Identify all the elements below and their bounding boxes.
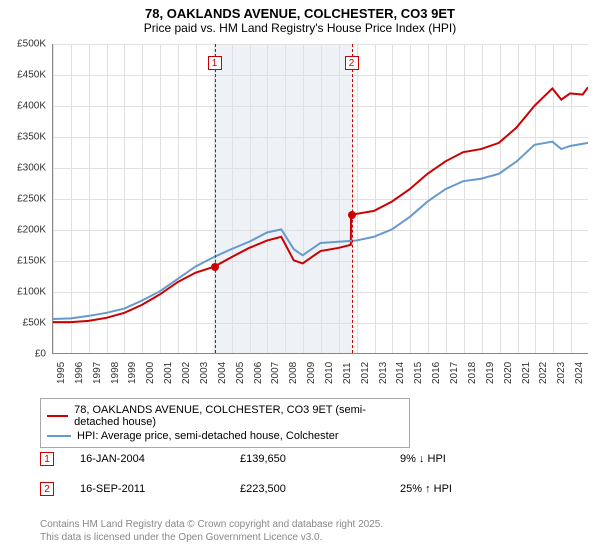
x-axis-label: 2016 — [431, 362, 442, 384]
x-axis-label: 2003 — [199, 362, 210, 384]
x-axis-label: 1996 — [74, 362, 85, 384]
plot-region: 12 — [52, 44, 588, 354]
x-axis-label: 2007 — [270, 362, 281, 384]
x-axis-label: 1999 — [127, 362, 138, 384]
footer-line: Contains HM Land Registry data © Crown c… — [40, 518, 383, 531]
marker-vline — [352, 44, 353, 353]
series-price-paid — [53, 87, 588, 322]
x-axis-label: 2002 — [181, 362, 192, 384]
y-axis-label: £400K — [8, 101, 50, 112]
legend-item-price: 78, OAKLANDS AVENUE, COLCHESTER, CO3 9ET… — [47, 403, 403, 429]
price-marker — [348, 211, 356, 219]
x-axis-label: 1995 — [56, 362, 67, 384]
x-axis-label: 2022 — [538, 362, 549, 384]
y-axis-label: £250K — [8, 194, 50, 205]
y-axis-label: £450K — [8, 70, 50, 81]
y-axis-label: £150K — [8, 256, 50, 267]
x-axis-label: 2000 — [145, 362, 156, 384]
transaction-price: £223,500 — [240, 483, 400, 495]
x-axis-label: 2021 — [521, 362, 532, 384]
transaction-delta: 25% ↑ HPI — [400, 483, 560, 495]
marker-flag: 2 — [345, 56, 359, 70]
x-axis-label: 2011 — [342, 362, 353, 384]
transaction-flag: 2 — [40, 482, 54, 496]
x-axis-label: 2012 — [360, 362, 371, 384]
x-axis-label: 1998 — [110, 362, 121, 384]
x-axis-label: 2015 — [413, 362, 424, 384]
legend: 78, OAKLANDS AVENUE, COLCHESTER, CO3 9ET… — [40, 398, 410, 448]
transaction-row: 2 16-SEP-2011 £223,500 25% ↑ HPI — [40, 482, 560, 496]
chart-title: 78, OAKLANDS AVENUE, COLCHESTER, CO3 9ET — [0, 0, 600, 21]
y-axis-label: £200K — [8, 225, 50, 236]
x-axis-label: 2006 — [253, 362, 264, 384]
line-chart-svg — [53, 44, 588, 353]
x-axis-label: 2013 — [378, 362, 389, 384]
legend-label: HPI: Average price, semi-detached house,… — [77, 430, 339, 442]
x-axis-label: 2017 — [449, 362, 460, 384]
x-axis-label: 2023 — [556, 362, 567, 384]
transaction-row: 1 16-JAN-2004 £139,650 9% ↓ HPI — [40, 452, 560, 466]
chart-area: £0 £50K £100K £150K £200K £250K £300K £350K £400… — [8, 44, 592, 384]
x-axis-label: 2010 — [324, 362, 335, 384]
footer-line: This data is licensed under the Open Gov… — [40, 531, 383, 544]
legend-label: 78, OAKLANDS AVENUE, COLCHESTER, CO3 9ET… — [74, 404, 403, 428]
y-axis-label: £300K — [8, 163, 50, 174]
y-axis-label: £50K — [8, 318, 50, 329]
legend-swatch — [47, 415, 68, 417]
transaction-flag: 1 — [40, 452, 54, 466]
x-axis-label: 2018 — [467, 362, 478, 384]
x-axis-label: 2008 — [288, 362, 299, 384]
legend-swatch — [47, 435, 71, 437]
x-axis-label: 2001 — [163, 362, 174, 384]
y-axis-label: £0 — [8, 349, 50, 360]
transaction-date: 16-SEP-2011 — [80, 483, 240, 495]
transaction-delta: 9% ↓ HPI — [400, 453, 560, 465]
x-axis-label: 2009 — [306, 362, 317, 384]
series-hpi — [53, 142, 588, 319]
legend-item-hpi: HPI: Average price, semi-detached house,… — [47, 429, 403, 443]
y-axis-label: £100K — [8, 287, 50, 298]
price-marker — [211, 263, 219, 271]
transaction-price: £139,650 — [240, 453, 400, 465]
x-axis-label: 2019 — [485, 362, 496, 384]
x-axis-label: 1997 — [92, 362, 103, 384]
y-axis-label: £350K — [8, 132, 50, 143]
x-axis-label: 2005 — [235, 362, 246, 384]
x-axis-label: 2024 — [574, 362, 585, 384]
x-axis-label: 2004 — [217, 362, 228, 384]
marker-flag: 1 — [208, 56, 222, 70]
x-axis-label: 2014 — [395, 362, 406, 384]
x-axis-label: 2020 — [503, 362, 514, 384]
marker-vline — [215, 44, 216, 353]
footer-attribution: Contains HM Land Registry data © Crown c… — [40, 518, 383, 544]
chart-subtitle: Price paid vs. HM Land Registry's House … — [0, 21, 600, 41]
transaction-date: 16-JAN-2004 — [80, 453, 240, 465]
y-axis-label: £500K — [8, 39, 50, 50]
